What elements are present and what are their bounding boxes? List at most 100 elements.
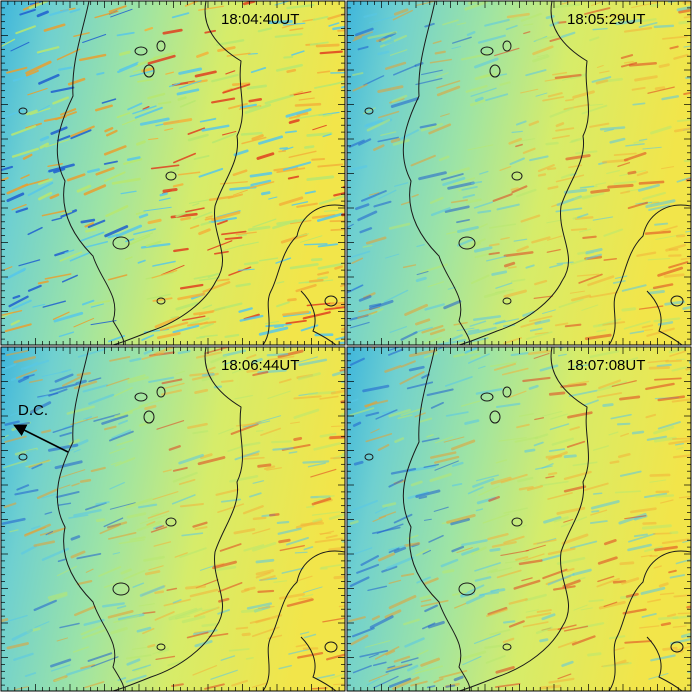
streak — [349, 357, 365, 366]
streak — [352, 36, 363, 42]
streak — [484, 18, 510, 27]
streak — [299, 631, 310, 635]
streak — [408, 365, 425, 372]
streak — [58, 502, 72, 506]
streak — [667, 1, 683, 3]
streak — [542, 568, 568, 580]
streak — [547, 472, 558, 476]
streak — [499, 166, 512, 172]
streak — [420, 599, 449, 608]
streak — [437, 347, 445, 350]
streak — [367, 585, 388, 592]
streak — [27, 226, 43, 236]
streak — [179, 547, 207, 559]
streak — [335, 336, 345, 341]
streak — [170, 315, 178, 319]
streak — [143, 349, 153, 355]
streak — [98, 566, 122, 577]
streak — [178, 67, 203, 75]
streak — [225, 70, 236, 75]
streak — [617, 162, 631, 168]
streak — [349, 576, 370, 588]
streak — [653, 317, 681, 323]
streak — [577, 213, 589, 219]
streak — [291, 50, 305, 56]
streak — [368, 299, 394, 311]
streak — [107, 521, 128, 529]
streak — [508, 137, 523, 145]
streak — [436, 85, 461, 97]
streak — [274, 33, 303, 38]
streak — [52, 311, 70, 321]
streak — [317, 271, 330, 276]
streak — [294, 102, 322, 107]
streak — [87, 652, 113, 662]
streak — [373, 144, 385, 152]
streak — [66, 665, 92, 676]
streak — [430, 401, 444, 409]
streak — [386, 556, 414, 570]
streak — [410, 680, 428, 687]
streak — [668, 569, 677, 574]
streak — [248, 52, 258, 55]
streak — [364, 640, 391, 648]
streak — [315, 43, 340, 48]
streak — [59, 622, 80, 629]
streak — [419, 594, 435, 600]
streak — [275, 257, 292, 264]
streak — [429, 58, 452, 64]
streak — [532, 45, 554, 56]
streak — [597, 556, 618, 565]
streak — [103, 581, 122, 588]
streak — [237, 268, 255, 271]
streak — [143, 555, 165, 562]
streak — [619, 470, 642, 477]
streak — [386, 663, 409, 671]
streak — [570, 137, 584, 143]
streak — [566, 567, 575, 573]
streak — [373, 675, 399, 689]
streak — [614, 490, 642, 494]
streak — [326, 653, 345, 661]
streak — [433, 506, 449, 512]
streak — [296, 233, 310, 237]
streak — [657, 395, 686, 402]
streak — [368, 15, 396, 24]
streak — [545, 475, 555, 479]
streak — [302, 460, 330, 464]
streak — [595, 182, 607, 186]
streak — [201, 372, 215, 377]
streak — [533, 295, 554, 300]
streak — [388, 222, 411, 230]
streak — [312, 124, 327, 131]
streak — [495, 666, 515, 674]
streak — [196, 51, 209, 58]
streak — [613, 647, 625, 652]
streak — [539, 638, 549, 643]
streak — [549, 423, 570, 431]
streak — [642, 146, 662, 150]
streak — [547, 573, 575, 586]
streak — [249, 181, 275, 189]
streak — [289, 262, 319, 270]
streak — [494, 47, 520, 57]
streak — [198, 167, 224, 178]
streak — [388, 677, 412, 688]
streak — [348, 165, 368, 172]
streak — [178, 478, 196, 486]
streak — [139, 514, 168, 525]
streak — [488, 495, 500, 502]
streak — [69, 8, 81, 14]
streak — [61, 274, 78, 283]
streak — [624, 640, 652, 644]
streak — [501, 367, 529, 376]
streak — [33, 599, 57, 612]
streak — [247, 225, 271, 232]
streak — [116, 112, 131, 119]
time-label: 18:05:29UT — [567, 11, 645, 28]
streak — [162, 469, 172, 473]
streak — [293, 436, 303, 441]
streak — [290, 219, 312, 225]
streak — [70, 535, 81, 541]
streak — [138, 421, 150, 427]
